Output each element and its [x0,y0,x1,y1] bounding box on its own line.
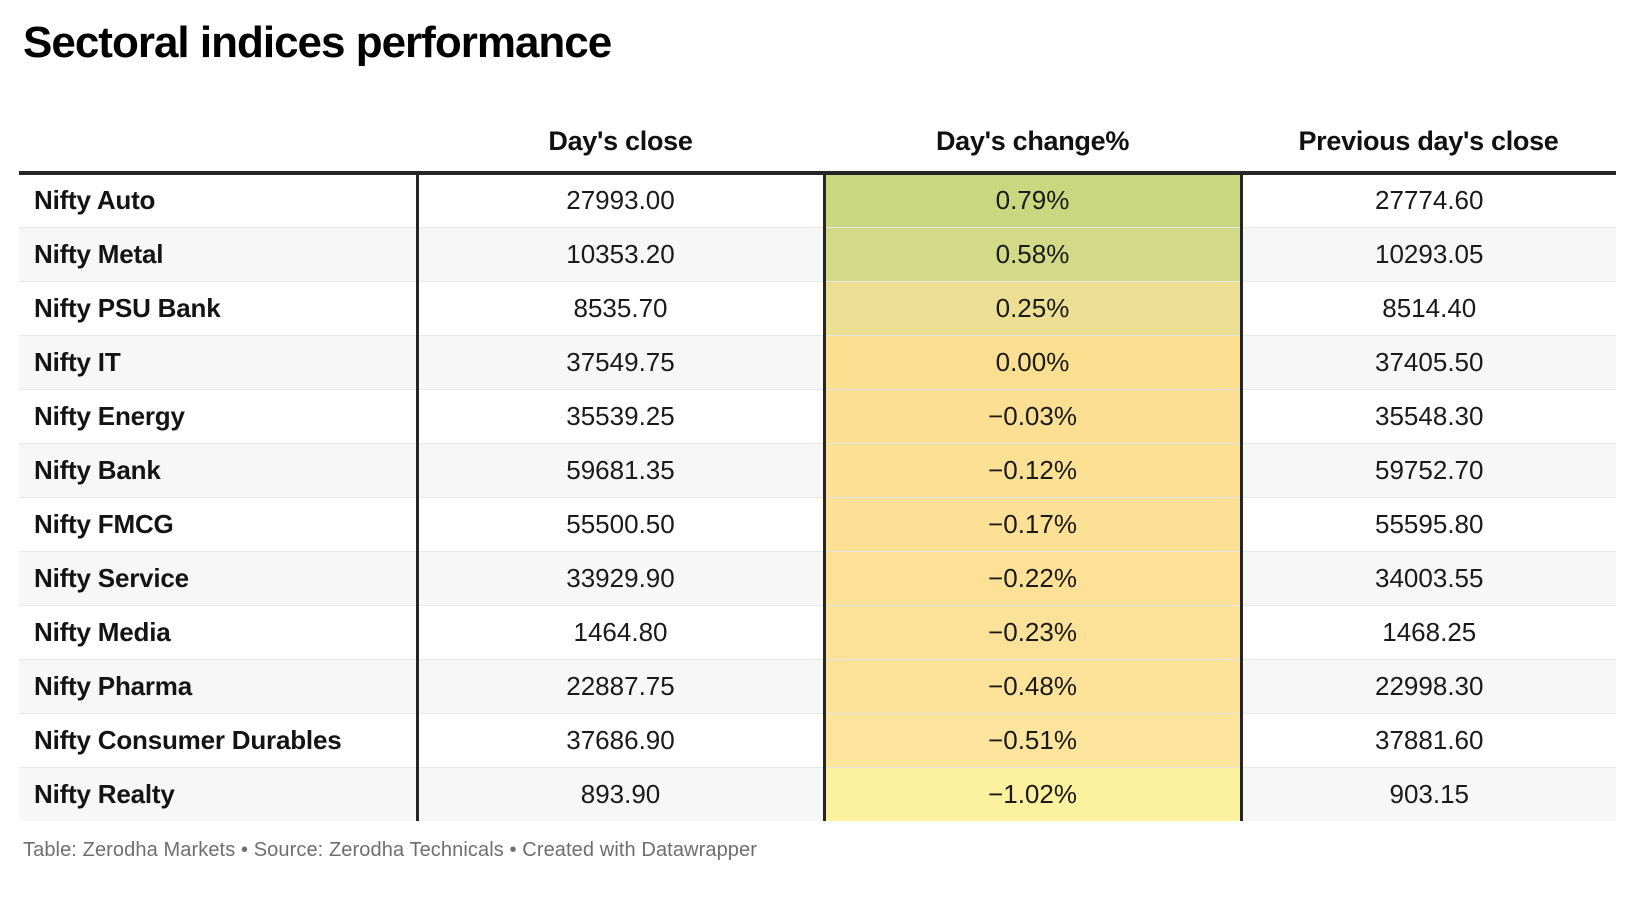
previous-close-value: 37405.50 [1241,334,1616,389]
previous-close-value: 8514.40 [1241,280,1616,335]
index-name: Nifty FMCG [19,496,419,551]
days-close-value: 1464.80 [417,604,824,659]
days-change-cell: −0.03% [822,388,1243,443]
days-change-cell: −0.17% [822,496,1243,551]
days-close-value: 33929.90 [417,550,824,605]
table-row: Nifty Bank 59681.35 −0.12% 59752.70 [19,442,1616,497]
days-close-value: 22887.75 [417,658,824,713]
days-change-cell: 0.58% [822,226,1243,281]
table-row: Nifty Pharma 22887.75 −0.48% 22998.30 [19,658,1616,713]
col-header-previous-close: Previous day's close [1241,66,1616,175]
previous-close-value: 27774.60 [1375,185,1484,216]
table-row: Nifty Realty 893.90 −1.02% 903.15 [19,766,1616,821]
previous-close-value: 10293.05 [1241,226,1616,281]
previous-close-value: 22998.30 [1241,658,1616,713]
previous-close-value: 34003.55 [1241,550,1616,605]
previous-close-value: 1468.25 [1241,604,1616,659]
page-title: Sectoral indices performance [23,18,612,67]
table-row: Nifty Auto 27993.00 0.79% 27774.60 [19,173,1616,227]
table-row: Nifty Energy 35539.25 −0.03% 35548.30 [19,388,1616,443]
col-header-days-close: Day's close [417,66,824,175]
days-close-value: 10353.20 [417,226,824,281]
days-change-cell: −0.12% [822,442,1243,497]
index-name: Nifty Metal [19,226,419,281]
days-change-cell: −1.02% [822,766,1243,821]
sector-indices-table: Day's close Day's change% Previous day's… [19,66,1616,821]
days-change-cell: −0.23% [822,604,1243,659]
table-row: Nifty Consumer Durables 37686.90 −0.51% … [19,712,1616,767]
days-change-cell: 0.00% [822,334,1243,389]
days-close-value: 59681.35 [417,442,824,497]
table-row: Nifty FMCG 55500.50 −0.17% 55595.80 [19,496,1616,551]
days-change-cell: −0.48% [822,658,1243,713]
index-name: Nifty PSU Bank [19,280,419,335]
header-row: Day's close Day's change% Previous day's… [19,66,1616,175]
table-row: Nifty IT 37549.75 0.00% 37405.50 [19,334,1616,389]
index-name: Nifty Bank [19,442,419,497]
index-name: Nifty Energy [19,388,419,443]
days-close-value: 37549.75 [417,334,824,389]
index-name: Nifty Pharma [19,658,419,713]
index-name: Nifty Realty [19,766,419,821]
index-name: Nifty IT [19,334,419,389]
days-change-cell: −0.22% [822,550,1243,605]
col-header-days-change: Day's change% [824,66,1241,175]
days-close-value: 35539.25 [417,388,824,443]
index-name: Nifty Consumer Durables [19,712,419,767]
attribution-footer: Table: Zerodha Markets • Source: Zerodha… [23,839,758,861]
days-close-value: 893.90 [417,766,824,821]
index-name: Nifty Auto [19,173,419,227]
index-name: Nifty Service [19,550,419,605]
previous-close-value: 59752.70 [1241,442,1616,497]
index-name: Nifty Media [19,604,419,659]
days-change-cell: −0.51% [822,712,1243,767]
previous-close-value: 37881.60 [1241,712,1616,767]
previous-close-value: 55595.80 [1241,496,1616,551]
previous-close-value: 903.15 [1241,766,1616,821]
table-row: Nifty Service 33929.90 −0.22% 34003.55 [19,550,1616,605]
table-row: Nifty Metal 10353.20 0.58% 10293.05 [19,226,1616,281]
col-header-index-name [19,66,417,175]
days-close-value: 37686.90 [417,712,824,767]
days-close-value: 8535.70 [417,280,824,335]
days-close-value: 55500.50 [417,496,824,551]
table-row: Nifty PSU Bank 8535.70 0.25% 8514.40 [19,280,1616,335]
days-change-cell: 0.25% [822,280,1243,335]
days-change-cell: 0.79% [822,173,1243,227]
table-row: Nifty Media 1464.80 −0.23% 1468.25 [19,604,1616,659]
days-close-value: 27993.00 [566,185,675,216]
previous-close-value: 35548.30 [1241,388,1616,443]
